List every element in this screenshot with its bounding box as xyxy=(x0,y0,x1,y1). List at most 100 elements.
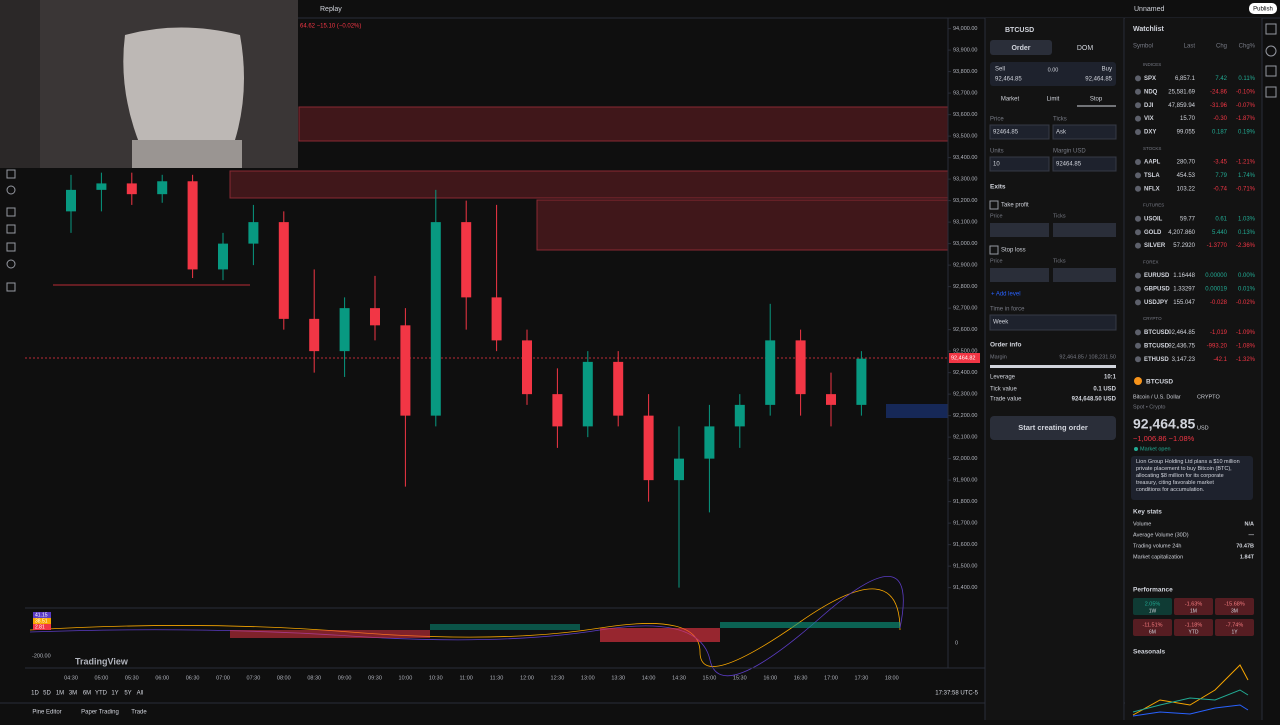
select[interactable] xyxy=(989,314,1117,331)
tool-icon[interactable] xyxy=(6,282,16,292)
y-tick-label: 91,700.00 xyxy=(953,521,977,527)
y-tick-label: 93,500.00 xyxy=(953,134,977,140)
label: Price xyxy=(990,213,1003,219)
input[interactable] xyxy=(1052,156,1117,172)
last: 6,857.1 xyxy=(1175,76,1196,82)
label: Key stats xyxy=(1133,509,1162,516)
oscillator-value: 2.81 xyxy=(35,624,45,630)
y-tick-label: 92,500.00 xyxy=(953,349,977,355)
change: 0.00019 xyxy=(1205,287,1227,293)
price: 92,464.85 xyxy=(1133,416,1195,432)
symbol: ETHUSD xyxy=(1144,357,1169,363)
bottom-tab: Pine Editor xyxy=(32,710,61,716)
change-percent: -1.32% xyxy=(1236,357,1256,363)
input[interactable] xyxy=(990,268,1049,282)
x-tick-label: 16:00 xyxy=(763,675,777,681)
tool-icon[interactable] xyxy=(1265,23,1277,35)
label: Leverage xyxy=(990,375,1016,381)
y-tick-label: 93,000.00 xyxy=(953,241,977,247)
tool-icon[interactable] xyxy=(6,207,16,217)
publish-label: Publish xyxy=(1253,7,1273,13)
symbol-icon xyxy=(1135,329,1141,336)
watchlist-panel xyxy=(1125,18,1262,720)
tool-icon[interactable] xyxy=(6,242,16,252)
input[interactable] xyxy=(1053,223,1116,237)
y-tick-label: 91,800.00 xyxy=(953,499,977,505)
symbol: EURUSD xyxy=(1144,273,1170,279)
label: 3M xyxy=(1231,608,1238,614)
input[interactable] xyxy=(990,223,1049,237)
label: Average Volume (30D) xyxy=(1133,532,1189,538)
x-tick-label: 15:30 xyxy=(733,675,747,681)
tool-icon[interactable] xyxy=(6,169,16,179)
symbol-icon xyxy=(1135,229,1141,236)
symbol: GBPUSD xyxy=(1144,287,1170,293)
last: 25,581.69 xyxy=(1168,89,1195,95)
candle-body xyxy=(157,181,168,195)
oscillator-hist xyxy=(430,624,580,630)
last-price-tag xyxy=(949,353,980,363)
input[interactable] xyxy=(989,156,1050,172)
tool-icon[interactable] xyxy=(1265,65,1277,77)
clock: 17:37:58 UTC-5 xyxy=(935,691,978,697)
last: 59.77 xyxy=(1180,216,1196,222)
x-tick-label: 10:30 xyxy=(429,675,443,681)
label: Order info xyxy=(990,342,1021,349)
label: Spot • Crypto xyxy=(1133,404,1166,410)
label: YTD xyxy=(1189,629,1199,635)
input[interactable] xyxy=(989,124,1050,140)
group-header: CRYPTO xyxy=(1143,316,1162,321)
sell-buy-box[interactable] xyxy=(990,62,1116,86)
symbol: AAPL xyxy=(1144,160,1161,166)
tool-icon[interactable] xyxy=(1265,86,1277,98)
tool-icon[interactable] xyxy=(6,224,16,234)
news-text[interactable]: Lion Group Holding Ltd plans a $10 milli… xyxy=(1136,459,1240,493)
label: -7.74% xyxy=(1226,622,1244,628)
news-box[interactable] xyxy=(1131,456,1253,500)
label: Tick value xyxy=(990,387,1017,393)
change-percent: 0.11% xyxy=(1238,76,1255,82)
y-tick-label: 93,600.00 xyxy=(953,112,977,118)
label: Ask xyxy=(1056,130,1067,136)
tab-active[interactable] xyxy=(990,40,1052,55)
checkbox[interactable] xyxy=(989,245,999,255)
label: 92464.85 xyxy=(993,130,1019,136)
checkbox[interactable] xyxy=(989,200,999,210)
tool-icon[interactable] xyxy=(6,259,16,269)
symbol-icon xyxy=(1135,115,1141,122)
perf-box xyxy=(1133,598,1172,615)
seasonal-line xyxy=(1132,689,1249,713)
input[interactable] xyxy=(1053,268,1116,282)
y-tick-label: 93,400.00 xyxy=(953,155,977,161)
order-button[interactable] xyxy=(990,416,1116,440)
candle-body xyxy=(704,426,715,459)
last: 92,436.75 xyxy=(1168,343,1195,349)
y-tick-label: 93,700.00 xyxy=(953,91,977,97)
symbol: USOIL xyxy=(1144,216,1163,222)
tool-icon[interactable] xyxy=(6,185,16,195)
y-tick-label: 93,300.00 xyxy=(953,177,977,183)
symbol-icon xyxy=(1135,102,1141,109)
bottom-tab: Trade xyxy=(131,710,147,716)
label: 1W xyxy=(1149,608,1157,614)
top-bar xyxy=(0,0,1280,18)
x-tick-label: 12:00 xyxy=(520,675,534,681)
change: 0.187 xyxy=(1212,130,1228,136)
label: 0.1 USD xyxy=(1093,387,1116,393)
oscillator-hist xyxy=(720,622,900,628)
order-type-tab: Stop xyxy=(1090,97,1103,103)
label: Market capitalization xyxy=(1133,554,1183,560)
publish-button[interactable] xyxy=(1249,3,1277,14)
label: Stop loss xyxy=(1001,248,1026,254)
input[interactable] xyxy=(1052,124,1117,140)
seasonal-line xyxy=(1132,704,1249,717)
oscillator-value: 41.15 xyxy=(35,612,48,618)
label: 1.84T xyxy=(1240,554,1255,560)
tool-icon[interactable] xyxy=(1265,45,1277,57)
order-symbol: BTCUSD xyxy=(1005,27,1034,34)
symbol: VIX xyxy=(1144,116,1154,122)
perf-box xyxy=(1215,619,1254,636)
label: 92,464.85 xyxy=(1085,77,1112,83)
candle-body xyxy=(126,183,137,195)
